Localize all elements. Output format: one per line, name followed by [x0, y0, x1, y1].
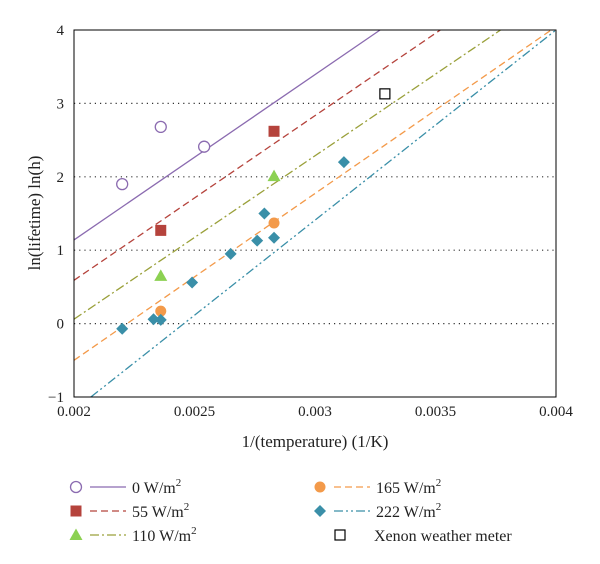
data-point-4: [154, 313, 167, 326]
legend-label: 0 W/m2: [132, 477, 181, 497]
data-point-4: [186, 276, 199, 289]
x-tick-label: 0.002: [57, 404, 91, 420]
legend-item-2: 110 W/m2: [69, 525, 197, 545]
fit-line-4: [90, 29, 557, 398]
legend-item-0: 0 W/m2: [69, 477, 181, 497]
legend-item-4: 222 W/m2: [314, 501, 441, 521]
data-point-0: [116, 177, 129, 191]
fit-line-1: [73, 29, 441, 281]
x-axis-label: 1/(temperature) (1/K): [242, 432, 389, 451]
legend-marker: [314, 481, 326, 493]
data-point-4: [258, 207, 271, 220]
data-point-2: [267, 169, 281, 182]
fit-lines: [73, 29, 557, 398]
data-point-0: [154, 120, 167, 134]
legend-item-3: 165 W/m2: [314, 477, 441, 497]
legend-label: 222 W/m2: [376, 501, 441, 521]
legend-label: 165 W/m2: [376, 477, 441, 497]
legend-marker: [314, 505, 326, 517]
y-tick-label: 1: [57, 243, 65, 259]
data-point-1: [268, 125, 280, 137]
data-point-3: [268, 217, 280, 229]
y-tick-label: 0: [57, 317, 65, 333]
grid-lines: [74, 102, 556, 325]
x-tick-label: 0.0035: [415, 404, 456, 420]
data-point-4: [337, 156, 350, 169]
legend: 0 W/m2 55 W/m2 110 W/m2 165 W/m2 222 W/m2 Xen…: [69, 477, 512, 545]
data-point-4: [116, 322, 129, 335]
legend-label: 110 W/m2: [132, 525, 197, 545]
x-tick-labels: 0.002 0.0025 0.003 0.0035 0.004: [57, 404, 573, 420]
y-tick-label: 4: [57, 23, 65, 39]
y-tick-label: −1: [48, 390, 64, 406]
legend-label: Xenon weather meter: [374, 528, 512, 545]
data-points: [116, 88, 391, 335]
data-point-2: [154, 269, 168, 281]
data-point-0: [197, 140, 211, 153]
legend-item-5: Xenon weather meter: [334, 528, 512, 545]
x-tick-label: 0.003: [298, 404, 332, 420]
x-tick-label: 0.004: [539, 404, 573, 420]
data-point-1: [155, 224, 167, 236]
data-point-4: [251, 234, 264, 247]
legend-marker: [69, 528, 83, 540]
legend-marker: [334, 529, 346, 541]
y-axis-label: ln(lifetime) ln(h): [25, 156, 44, 271]
data-point-3: [155, 305, 167, 317]
data-point-4: [224, 247, 237, 260]
x-tick-label: 0.0025: [174, 404, 215, 420]
legend-label: 55 W/m2: [132, 501, 189, 521]
fit-line-0: [73, 29, 381, 241]
data-point-5: [379, 88, 391, 100]
legend-item-1: 55 W/m2: [70, 501, 189, 521]
legend-marker: [69, 480, 83, 494]
data-point-4: [268, 231, 281, 244]
fit-line-2: [73, 29, 501, 320]
y-tick-labels: −1 0 1 2 3 4: [48, 23, 64, 406]
legend-marker: [70, 505, 82, 517]
fit-line-3: [73, 29, 552, 361]
plot-area-border: [73, 29, 557, 398]
y-tick-label: 2: [57, 170, 65, 186]
y-tick-label: 3: [57, 96, 65, 112]
data-point-4: [147, 313, 160, 326]
